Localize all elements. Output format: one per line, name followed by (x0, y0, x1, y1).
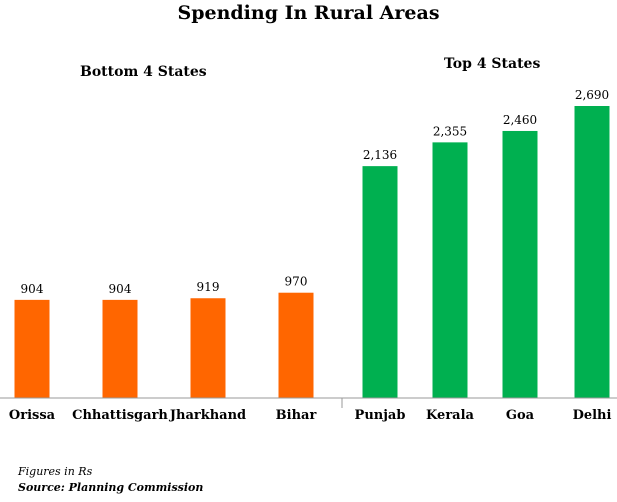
category-label-punjab: Punjab (355, 408, 406, 423)
data-label-bihar: 970 (285, 275, 308, 289)
data-label-kerala: 2,355 (433, 124, 467, 138)
category-label-delhi: Delhi (573, 408, 612, 423)
data-label-orissa: 904 (21, 282, 44, 296)
data-label-goa: 2,460 (503, 113, 537, 127)
data-label-delhi: 2,690 (575, 88, 609, 102)
bar-kerala (432, 142, 468, 398)
group-title-bottom: Bottom 4 States (80, 64, 207, 80)
category-label-orissa: Orissa (9, 408, 56, 423)
bar-goa (502, 130, 538, 398)
data-label-jharkhand: 919 (197, 280, 220, 294)
bar-orissa (14, 299, 50, 398)
bar-chhattisgarh (102, 299, 138, 398)
data-label-chhattisgarh: 904 (109, 282, 132, 296)
bar-punjab (362, 166, 398, 398)
bar-bihar (278, 292, 314, 398)
group-title-top: Top 4 States (444, 56, 541, 72)
units-note: Figures in Rs (18, 465, 93, 478)
chart-title: Spending In Rural Areas (177, 2, 440, 24)
source-note: Source: Planning Commission (18, 481, 204, 494)
bar-delhi (574, 106, 610, 398)
bar-jharkhand (190, 298, 226, 398)
category-label-jharkhand: Jharkhand (169, 408, 246, 423)
category-label-chhattisgarh: Chhattisgarh (72, 408, 168, 423)
category-label-bihar: Bihar (276, 408, 317, 423)
category-label-kerala: Kerala (426, 408, 474, 423)
data-label-punjab: 2,136 (363, 148, 397, 162)
category-label-goa: Goa (506, 408, 535, 423)
